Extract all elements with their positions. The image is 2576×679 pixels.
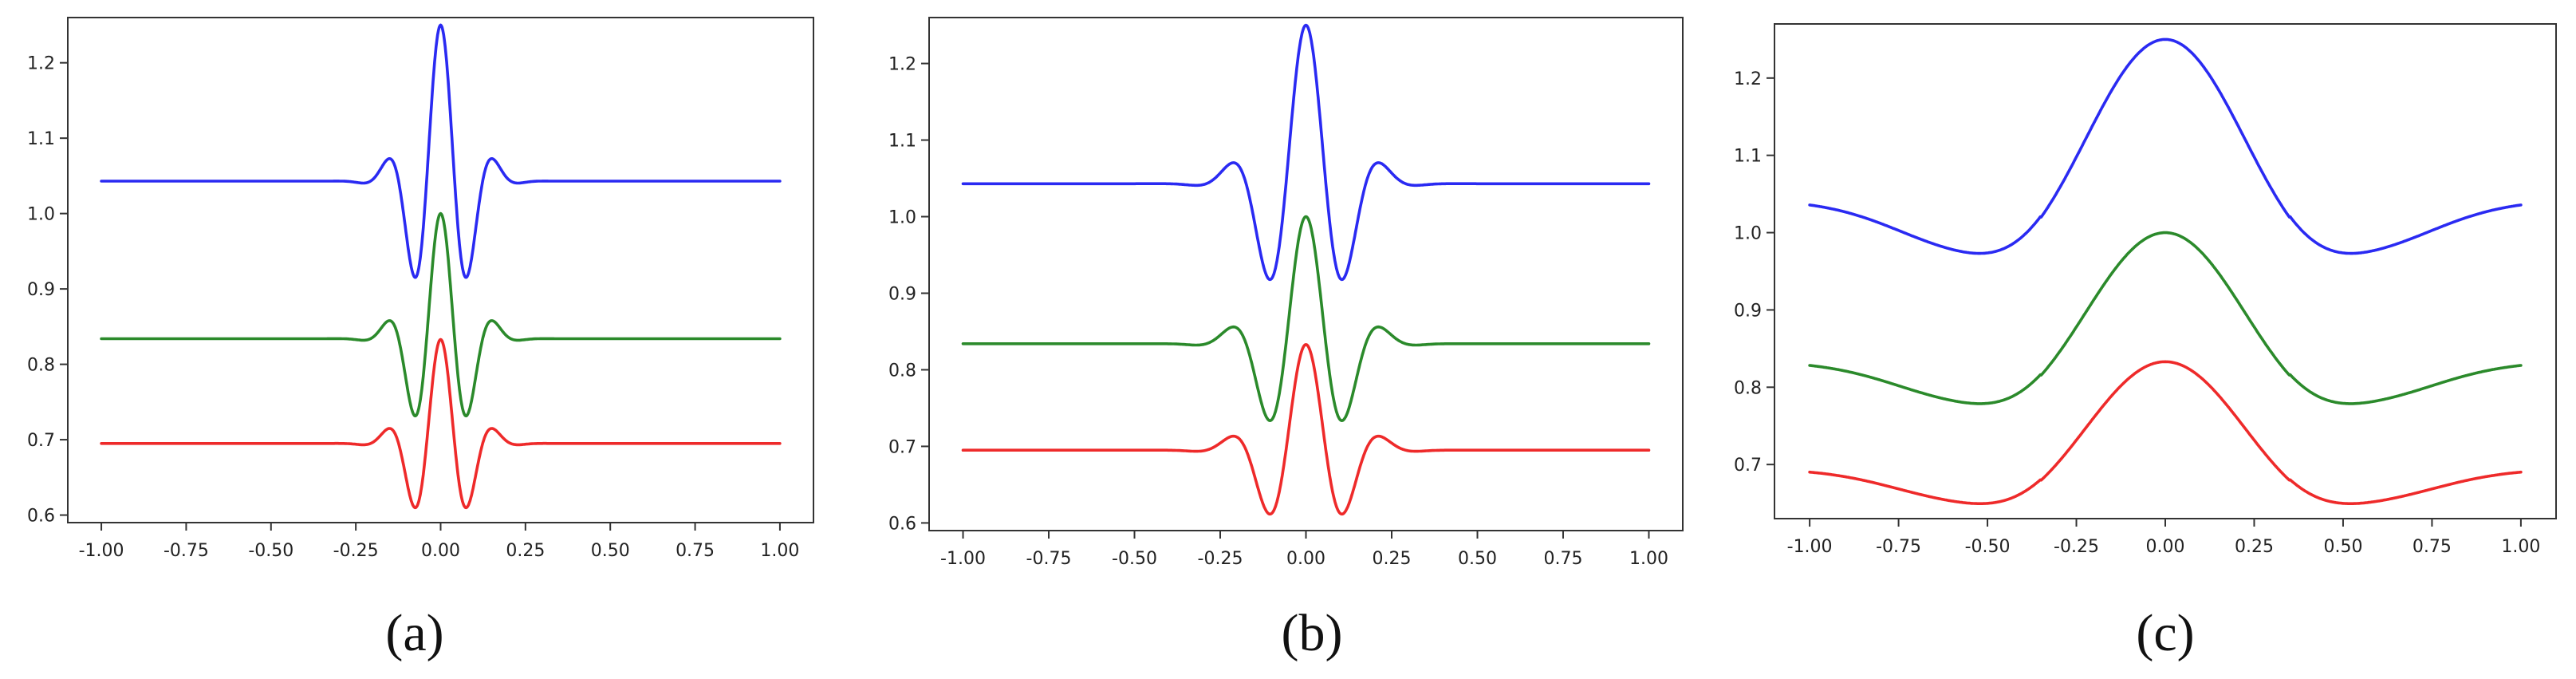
- panel-caption: (b): [1282, 604, 1343, 662]
- x-tick-label: -0.75: [163, 541, 209, 561]
- x-tick-label: 0.50: [1458, 549, 1497, 569]
- x-tick-label: 1.00: [2501, 537, 2540, 557]
- x-tick-label: 1.00: [760, 541, 799, 561]
- x-tick-label: 0.75: [676, 541, 715, 561]
- y-tick-label: 1.0: [1734, 224, 1762, 244]
- y-tick-label: 0.7: [27, 431, 55, 451]
- y-tick-label: 1.0: [27, 205, 55, 225]
- x-tick-label: 0.75: [1543, 549, 1582, 569]
- y-tick-label: 1.2: [888, 55, 916, 75]
- y-tick-label: 0.6: [27, 507, 55, 527]
- x-tick-label: -0.75: [1876, 537, 1921, 557]
- series-line-2: [100, 211, 782, 418]
- x-tick-label: -1.00: [1787, 537, 1833, 557]
- x-tick-label: -0.50: [1965, 537, 2011, 557]
- y-tick-label: 0.8: [1734, 378, 1762, 398]
- x-tick-label: -0.50: [248, 541, 293, 561]
- y-tick-label: 1.0: [888, 208, 916, 228]
- y-tick-label: 0.9: [27, 280, 55, 300]
- panel-a: -1.00 -0.75 -0.50 -0.25 0.00 0.25 0.50 0.75 1.00…: [27, 17, 814, 662]
- x-tick-label: 0.25: [2235, 537, 2274, 557]
- series-line-2: [1808, 231, 2523, 405]
- x-tick-label: 0.25: [506, 541, 545, 561]
- series-line-3: [100, 338, 782, 510]
- plot-frame: [67, 17, 814, 523]
- y-tick-label: 1.1: [1734, 147, 1762, 167]
- series-line-2: [961, 215, 1651, 423]
- y-tick-label: 0.8: [888, 361, 916, 381]
- x-tick-label: 1.00: [1629, 549, 1668, 569]
- plot-frame: [1774, 23, 2557, 519]
- x-tick-label: 0.00: [2146, 537, 2185, 557]
- x-tick-label: -1.00: [79, 541, 124, 561]
- x-tick-label: 0.25: [1373, 549, 1412, 569]
- panel-c: -1.00 -0.75 -0.50 -0.25 0.00 0.25 0.50 0.75 1.00…: [1734, 23, 2557, 662]
- panel-b: -1.00 -0.75 -0.50 -0.25 0.00 0.25 0.50 0.75 1.00…: [888, 17, 1684, 662]
- y-tick-label: 0.9: [888, 284, 916, 304]
- y-tick-label: 1.1: [888, 132, 916, 152]
- panel-caption: (a): [385, 604, 443, 662]
- plot-frame: [928, 17, 1684, 531]
- y-tick-label: 0.7: [888, 437, 916, 457]
- x-tick-label: 0.50: [2323, 537, 2362, 557]
- series-line-3: [1808, 360, 2523, 506]
- series-line-1: [961, 23, 1651, 282]
- y-tick-label: 0.6: [888, 514, 916, 534]
- x-tick-label: -0.75: [1026, 549, 1072, 569]
- series-line-1: [100, 23, 782, 279]
- y-tick-label: 1.1: [27, 129, 55, 149]
- x-tick-label: -1.00: [940, 549, 986, 569]
- panel-caption: (c): [2136, 604, 2194, 662]
- x-tick-label: 0.75: [2413, 537, 2452, 557]
- y-tick-label: 0.9: [1734, 301, 1762, 321]
- x-tick-label: -0.25: [1198, 549, 1243, 569]
- y-tick-label: 0.8: [27, 356, 55, 376]
- y-tick-label: 1.2: [1734, 69, 1762, 89]
- y-tick-label: 1.2: [27, 54, 55, 74]
- x-tick-label: -0.50: [1112, 549, 1157, 569]
- x-tick-label: -0.25: [333, 541, 379, 561]
- x-tick-label: 0.00: [1286, 549, 1325, 569]
- x-tick-label: -0.25: [2054, 537, 2099, 557]
- series-line-1: [1808, 38, 2523, 255]
- series-line-3: [961, 342, 1651, 516]
- y-tick-label: 0.7: [1734, 456, 1762, 476]
- x-tick-label: 0.50: [591, 541, 630, 561]
- x-tick-label: 0.00: [421, 541, 460, 561]
